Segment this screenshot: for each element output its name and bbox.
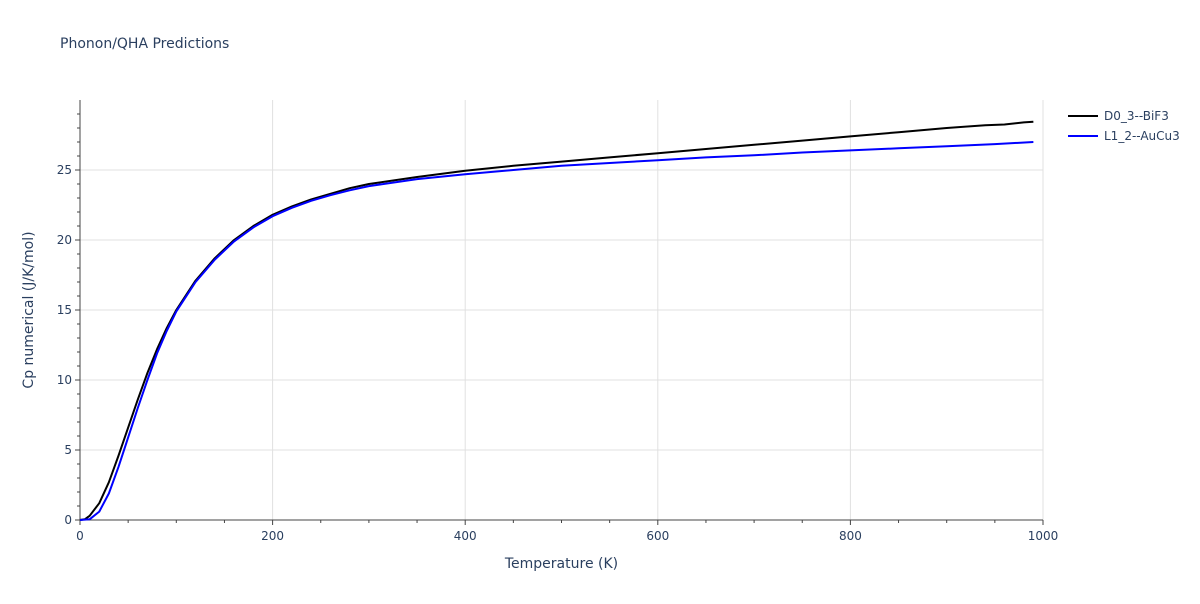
legend-item-0[interactable]: D0_3--BiF3: [1068, 106, 1180, 126]
y-tick-label: 0: [64, 513, 72, 527]
chart-title: Phonon/QHA Predictions: [60, 36, 230, 52]
x-tick-label: 0: [76, 529, 84, 543]
legend-swatch: [1068, 115, 1098, 117]
y-tick-label: 25: [57, 163, 72, 177]
x-tick-label: 600: [646, 529, 669, 543]
legend-label: D0_3--BiF3: [1104, 109, 1169, 123]
y-tick-label: 20: [57, 233, 72, 247]
x-tick-label: 400: [454, 529, 477, 543]
legend-item-1[interactable]: L1_2--AuCu3: [1068, 126, 1180, 146]
y-tick-label: 15: [57, 303, 72, 317]
y-axis-title: Cp numerical (J/K/mol): [21, 231, 37, 388]
x-tick-label: 200: [261, 529, 284, 543]
legend-swatch: [1068, 135, 1098, 137]
y-tick-label: 10: [57, 373, 72, 387]
legend-label: L1_2--AuCu3: [1104, 129, 1180, 143]
series-line-1: [79, 141, 1034, 521]
legend: D0_3--BiF3 L1_2--AuCu3: [1068, 106, 1180, 146]
x-tick-label: 1000: [1028, 529, 1059, 543]
y-tick-label: 5: [64, 443, 72, 457]
x-axis-title: Temperature (K): [504, 556, 618, 572]
series-line-0: [79, 120, 1034, 521]
x-tick-label: 800: [839, 529, 862, 543]
